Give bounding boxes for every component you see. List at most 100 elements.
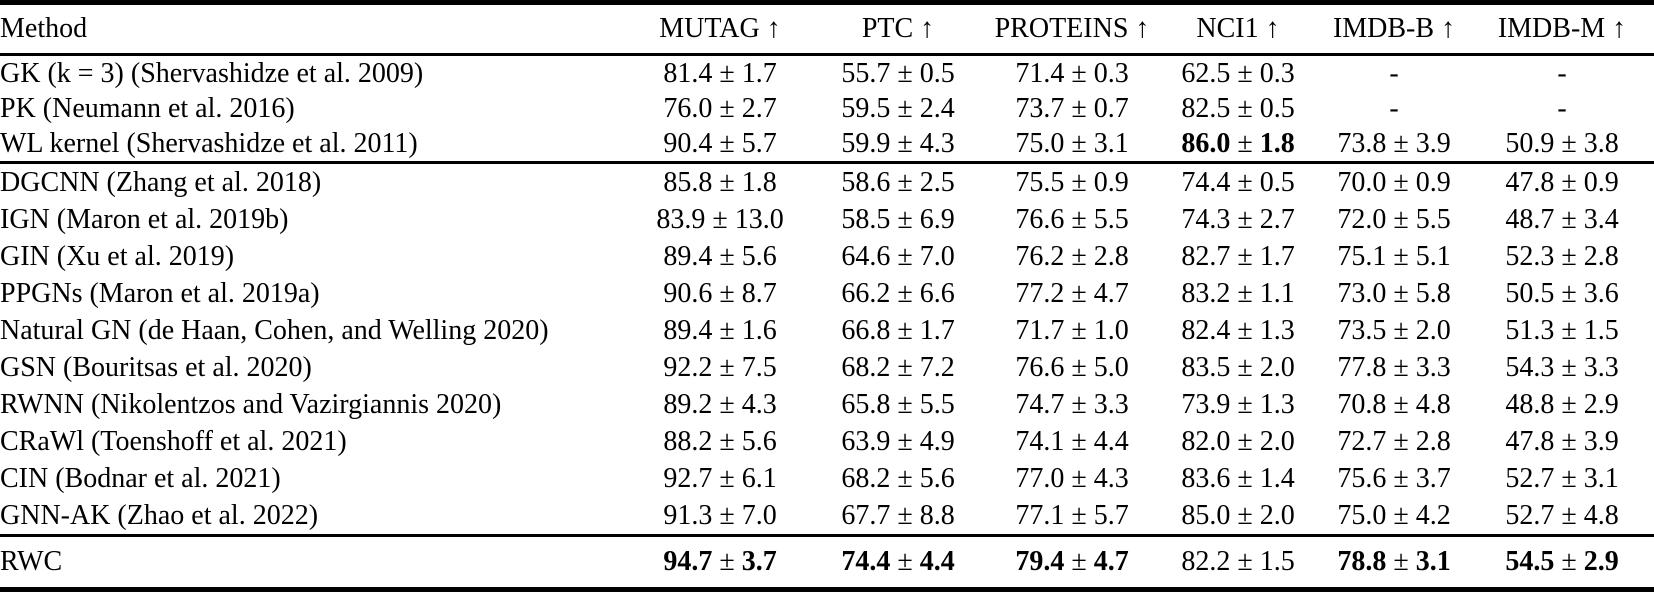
mean-value: 73.8 — [1337, 127, 1387, 159]
table-row: Natural GN (de Haan, Cohen, and Welling … — [0, 312, 1654, 349]
mean-value: 89.4 — [663, 314, 713, 346]
std-value: 3.3 — [1415, 351, 1451, 383]
value-cell: 72.0 ± 5.5 — [1318, 201, 1470, 238]
value-cell: 82.5 ± 0.5 — [1158, 91, 1318, 126]
plus-minus-sign: ± — [1386, 546, 1416, 577]
metric-name: PROTEINS — [994, 13, 1129, 44]
plus-minus-sign: ± — [712, 351, 742, 383]
std-value: 3.1 — [1415, 546, 1451, 577]
std-value: 4.3 — [741, 388, 777, 420]
row-group-kernel-baselines: GK (k = 3) (Shervashidze et al. 2009) 81.… — [0, 55, 1654, 163]
mean-value: 74.3 — [1181, 203, 1231, 235]
value-cell: 55.7 ± 0.5 — [810, 55, 986, 92]
plus-minus-sign: ± — [890, 462, 920, 494]
mean-value: 91.3 — [663, 499, 713, 531]
value-cell: 83.5 ± 2.0 — [1158, 349, 1318, 386]
value-cell: 76.0 ± 2.7 — [630, 91, 810, 126]
std-value: 1.8 — [741, 166, 777, 198]
std-value: 3.1 — [1583, 462, 1619, 494]
method-cell: GNN-AK (Zhao et al. 2022) — [0, 499, 319, 531]
value-cell: 86.0 ± 1.8 — [1158, 126, 1318, 163]
plus-minus-sign: ± — [1064, 388, 1094, 420]
method-cell: PPGNs (Maron et al. 2019a) — [0, 277, 320, 309]
std-value: 2.5 — [919, 166, 955, 198]
plus-minus-sign: ± — [1554, 203, 1584, 235]
value-cell: 47.8 ± 3.9 — [1470, 423, 1654, 460]
value-cell: 89.2 ± 4.3 — [630, 386, 810, 423]
value-cell: 79.4 ± 4.7 — [986, 536, 1158, 590]
value-cell: 75.0 ± 4.2 — [1318, 497, 1470, 536]
std-value: 4.9 — [919, 425, 955, 457]
value-cell: 74.7 ± 3.3 — [986, 386, 1158, 423]
column-header-nci1: NCI1 ↑ — [1158, 3, 1318, 55]
plus-minus-sign: ± — [890, 57, 920, 89]
value-cell: 68.2 ± 7.2 — [810, 349, 986, 386]
plus-minus-sign: ± — [712, 277, 742, 309]
mean-value: 62.5 — [1181, 57, 1231, 89]
std-value: 5.8 — [1415, 277, 1451, 309]
mean-value: 73.9 — [1181, 388, 1231, 420]
std-value: 2.0 — [1259, 351, 1295, 383]
std-value: 4.4 — [919, 546, 955, 577]
std-value: 5.5 — [1415, 203, 1451, 235]
plus-minus-sign: ± — [1230, 388, 1260, 420]
method-cell: DGCNN (Zhang et al. 2018) — [0, 166, 322, 198]
plus-minus-sign: ± — [1386, 166, 1416, 198]
plus-minus-sign: ± — [1554, 388, 1584, 420]
std-value: 1.7 — [1259, 240, 1295, 272]
std-value: 1.5 — [1259, 546, 1295, 577]
plus-minus-sign: ± — [1064, 462, 1094, 494]
std-value: 3.4 — [1583, 203, 1619, 235]
plus-minus-sign: ± — [1064, 203, 1094, 235]
mean-value: 47.8 — [1505, 425, 1555, 457]
value-cell: 71.7 ± 1.0 — [986, 312, 1158, 349]
value-cell: 67.7 ± 8.8 — [810, 497, 986, 536]
value-cell: 73.0 ± 5.8 — [1318, 275, 1470, 312]
plus-minus-sign: ± — [1230, 240, 1260, 272]
table-row: GNN-AK (Zhao et al. 2022) 91.3 ± 7.0 67.7 … — [0, 497, 1654, 536]
plus-minus-sign: ± — [1386, 314, 1416, 346]
std-value: 0.5 — [1259, 92, 1295, 124]
value-cell: 62.5 ± 0.3 — [1158, 55, 1318, 92]
value-cell: - — [1557, 57, 1567, 89]
mean-value: 85.8 — [663, 166, 713, 198]
std-value: 3.8 — [1583, 127, 1619, 159]
method-cell: WL kernel (Shervashidze et al. 2011) — [0, 127, 418, 159]
mean-value: 90.4 — [663, 127, 713, 159]
value-cell: 75.6 ± 3.7 — [1318, 460, 1470, 497]
std-value: 2.9 — [1583, 546, 1619, 577]
value-cell: 81.4 ± 1.7 — [630, 55, 810, 92]
std-value: 4.3 — [919, 127, 955, 159]
std-value: 2.4 — [919, 92, 955, 124]
mean-value: 82.0 — [1181, 425, 1231, 457]
value-cell: 73.7 ± 0.7 — [986, 91, 1158, 126]
column-header-imdb-b: IMDB-B ↑ — [1318, 3, 1470, 55]
plus-minus-sign: ± — [1230, 166, 1260, 198]
mean-value: 73.0 — [1337, 277, 1387, 309]
plus-minus-sign: ± — [1386, 425, 1416, 457]
mean-value: 83.5 — [1181, 351, 1231, 383]
plus-minus-sign: ± — [712, 127, 742, 159]
table-row: IGN (Maron et al. 2019b) 83.9 ± 13.0 58.5 … — [0, 201, 1654, 238]
std-value: 0.3 — [1093, 57, 1129, 89]
std-value: 1.8 — [1259, 127, 1295, 159]
mean-value: 59.5 — [841, 92, 891, 124]
std-value: 4.8 — [1415, 388, 1451, 420]
mean-value: 77.8 — [1337, 351, 1387, 383]
value-cell: 83.6 ± 1.4 — [1158, 460, 1318, 497]
plus-minus-sign: ± — [712, 166, 742, 198]
value-cell: 59.9 ± 4.3 — [810, 126, 986, 163]
table-row: GIN (Xu et al. 2019) 89.4 ± 5.6 64.6 ± 7.0… — [0, 238, 1654, 275]
plus-minus-sign: ± — [1386, 388, 1416, 420]
std-value: 6.9 — [919, 203, 955, 235]
mean-value: 86.0 — [1181, 127, 1231, 159]
mean-value: 74.1 — [1015, 425, 1065, 457]
std-value: 4.7 — [1093, 546, 1129, 577]
mean-value: 75.0 — [1337, 499, 1387, 531]
plus-minus-sign: ± — [1230, 127, 1260, 159]
plus-minus-sign: ± — [1386, 462, 1416, 494]
std-value: 3.3 — [1093, 388, 1129, 420]
std-value: 5.5 — [919, 388, 955, 420]
value-cell: 72.7 ± 2.8 — [1318, 423, 1470, 460]
